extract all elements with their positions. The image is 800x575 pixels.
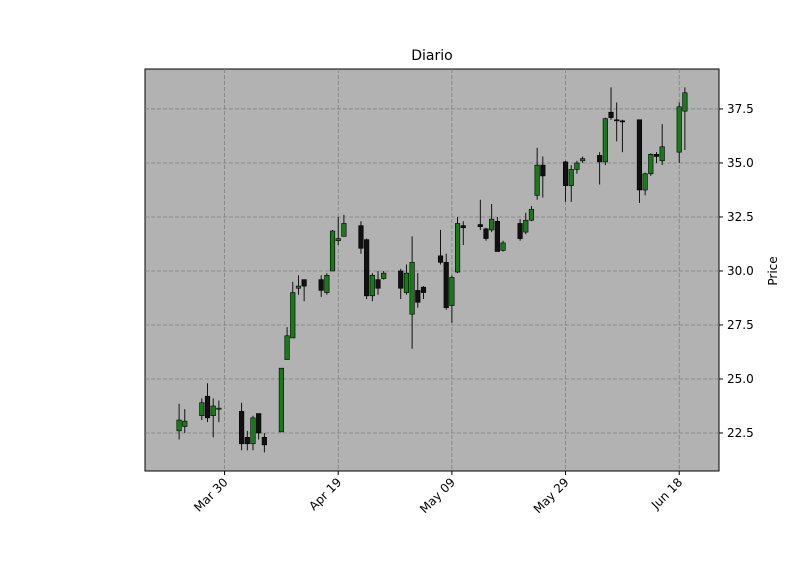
- x-tick-label: Jun 18: [648, 475, 685, 512]
- plot-area: [144, 68, 720, 472]
- candle-body: [449, 277, 455, 306]
- candle-body: [602, 118, 608, 163]
- candle-body: [614, 119, 620, 122]
- candle-body: [341, 223, 347, 237]
- candle-body: [455, 223, 461, 273]
- candle-body: [278, 367, 284, 433]
- y-tick-label: 27.5: [727, 318, 754, 332]
- candle-body: [523, 219, 529, 233]
- y-axis-label: Price: [766, 256, 780, 285]
- candle-body: [597, 155, 603, 163]
- candle-body: [608, 111, 614, 118]
- candle-body: [369, 274, 375, 297]
- candle-body: [204, 395, 211, 419]
- candle-body: [244, 437, 250, 445]
- candle-body: [562, 161, 569, 186]
- candle-body: [182, 420, 188, 427]
- candle-body: [216, 407, 222, 410]
- candle-body: [619, 120, 625, 123]
- candle-body: [460, 225, 466, 229]
- candle-body: [284, 335, 290, 360]
- candle-body: [659, 146, 665, 162]
- candle-body: [540, 164, 546, 177]
- candle-body: [290, 292, 296, 339]
- candle-body: [636, 119, 643, 191]
- candle-body: [653, 154, 660, 157]
- x-tick-label: Mar 30: [191, 475, 230, 514]
- candle-body: [375, 279, 381, 289]
- candle-body: [494, 220, 500, 252]
- candle-body: [437, 255, 444, 263]
- candle-body: [580, 158, 586, 162]
- candle-body: [329, 230, 336, 272]
- candle-body: [534, 164, 540, 196]
- candle-body: [443, 262, 449, 308]
- candle-body: [403, 272, 409, 293]
- candle-body: [420, 286, 427, 293]
- x-tick-label: May 29: [531, 475, 572, 516]
- candle-body: [199, 402, 205, 417]
- chart-title: Diario: [411, 48, 452, 64]
- x-tick-label: May 09: [417, 475, 458, 516]
- y-tick-label: 32.5: [727, 210, 754, 224]
- y-tick-label: 30.0: [727, 264, 754, 278]
- candle-body: [318, 279, 324, 291]
- candle-body: [409, 262, 415, 315]
- candle-body: [381, 272, 387, 279]
- candle-body: [256, 413, 262, 434]
- candle-body: [295, 285, 302, 289]
- candle-body: [176, 419, 182, 432]
- candle-body: [364, 239, 370, 297]
- candle-body: [642, 173, 648, 191]
- candle-body: [568, 169, 574, 186]
- candle-body: [415, 290, 421, 303]
- candle-body: [261, 437, 267, 446]
- y-tick-label: 22.5: [727, 426, 754, 440]
- candle-body: [210, 405, 216, 417]
- candle-body: [574, 162, 580, 170]
- candle-body: [500, 242, 506, 251]
- candle-body: [477, 224, 483, 227]
- candle-body: [301, 279, 307, 287]
- candle-body: [239, 411, 245, 445]
- y-tick-label: 37.5: [727, 102, 754, 116]
- candle-body: [676, 106, 682, 153]
- x-tick-label: Apr 19: [306, 475, 344, 513]
- y-tick-label: 35.0: [727, 156, 754, 170]
- candle-body: [335, 238, 341, 242]
- y-tick-label: 25.0: [727, 372, 754, 386]
- candle-body: [517, 223, 523, 239]
- candle-body: [324, 274, 330, 293]
- candle-body: [682, 92, 688, 112]
- candle-body: [528, 209, 535, 221]
- candle-body: [358, 225, 364, 249]
- candle-body: [648, 154, 654, 175]
- candle-body: [398, 270, 404, 289]
- candle-body: [483, 228, 489, 239]
- candle-body: [250, 417, 256, 445]
- candle-body: [489, 218, 495, 231]
